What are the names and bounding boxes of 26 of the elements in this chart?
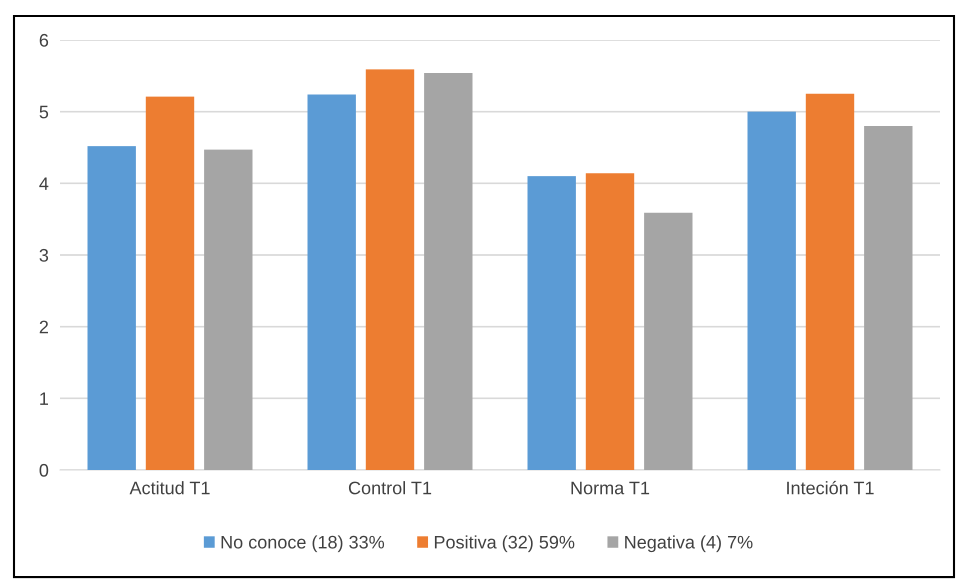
y-tick-label: 0 (40, 464, 48, 477)
x-tick-label: Norma T1 (572, 482, 650, 494)
bar (308, 94, 356, 470)
bar (586, 173, 634, 470)
y-tick-label: 4 (39, 177, 48, 190)
bar (748, 112, 796, 470)
y-tick-label: 1 (40, 392, 48, 405)
y-tick-label: 6 (40, 34, 48, 47)
legend-label: No conoce (18) 33% (222, 535, 384, 552)
bar (528, 176, 576, 470)
bar (864, 126, 912, 470)
bar (806, 94, 854, 470)
bar (204, 150, 252, 470)
y-tick-label: 5 (40, 106, 48, 118)
x-tick-label: Control T1 (348, 481, 432, 494)
y-tick-label: 2 (40, 320, 48, 334)
y-tick-label: 3 (40, 248, 48, 262)
legend-label: Negativa (4) 7% (625, 535, 753, 552)
x-tick-label: Inteción T1 (787, 480, 874, 494)
bar (644, 212, 692, 470)
x-tick-label: Actitud T1 (130, 481, 210, 494)
bar (424, 72, 472, 470)
legend-label: Positiva (32) 59% (434, 535, 574, 552)
bar (366, 69, 414, 470)
bar (146, 96, 194, 470)
bar (88, 146, 136, 470)
